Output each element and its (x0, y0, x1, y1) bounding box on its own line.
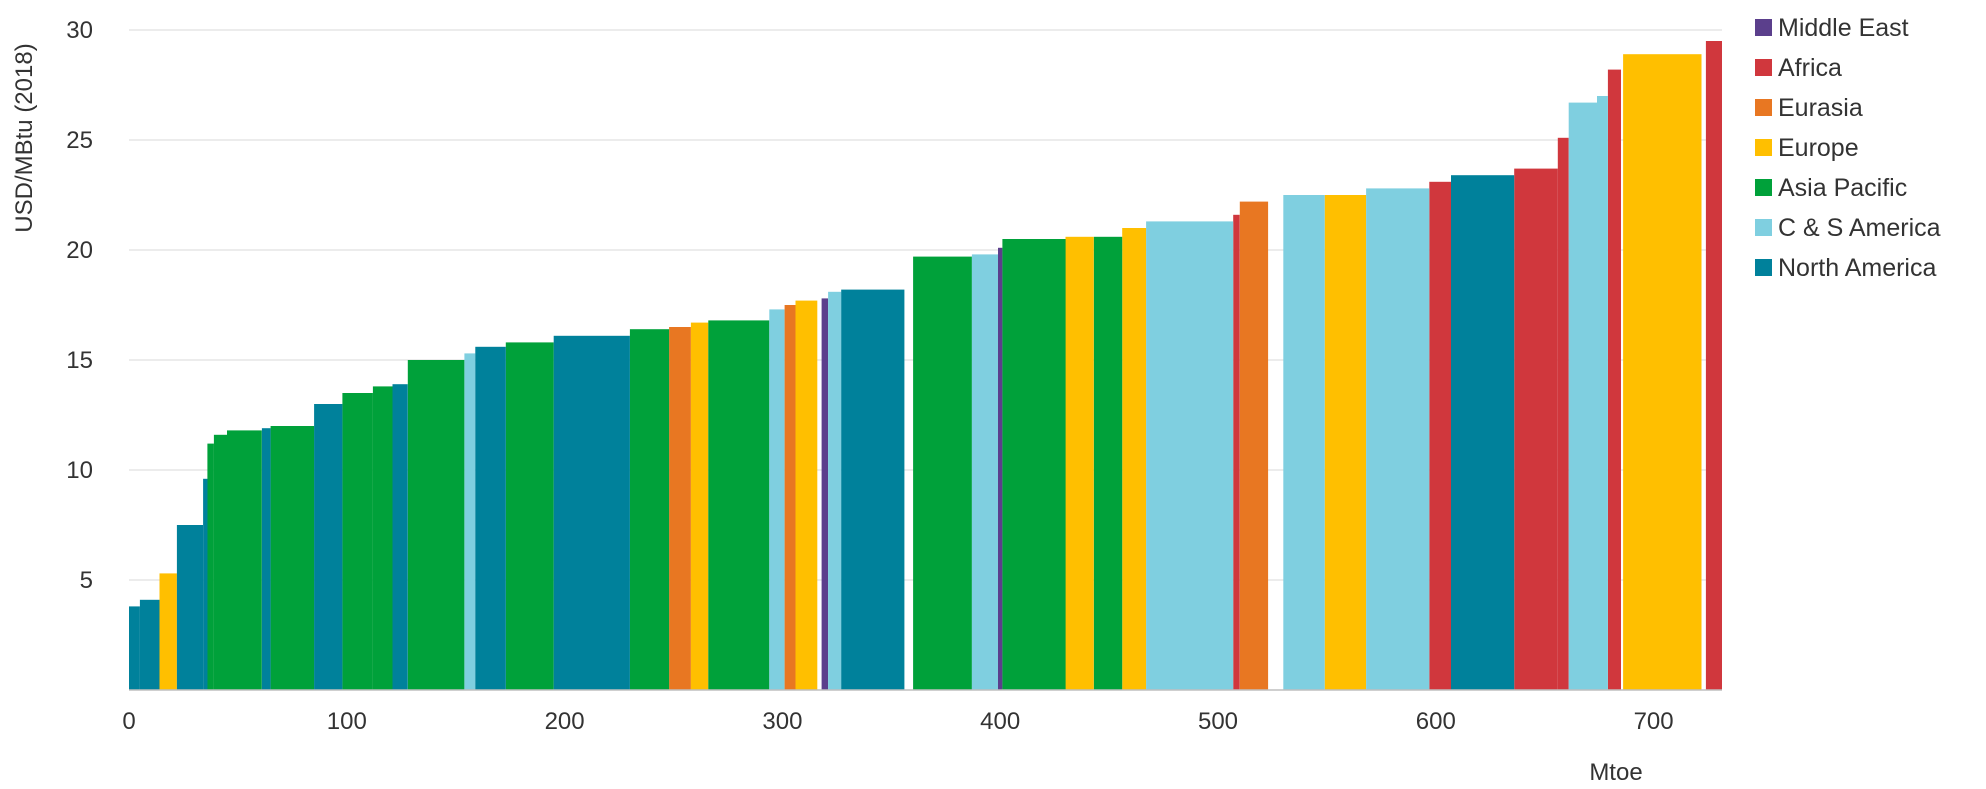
supply-block-asia-pacific (1093, 236, 1123, 691)
supply-block-europe (1122, 228, 1147, 690)
legend-label: Middle East (1778, 14, 1909, 42)
supply-block-north-america (129, 606, 140, 690)
supply-block-north-america (139, 599, 160, 690)
supply-block-africa (1705, 41, 1722, 690)
x-tick-label: 300 (762, 708, 802, 735)
legend-swatch (1755, 19, 1772, 36)
supply-block-c-s-america (828, 291, 842, 690)
x-tick-label: 500 (1198, 708, 1238, 735)
legend-label: North America (1778, 254, 1936, 282)
x-tick-label: 400 (980, 708, 1020, 735)
x-tick-label: 700 (1634, 708, 1674, 735)
x-tick-label: 200 (545, 708, 585, 735)
legend-swatch (1755, 179, 1772, 196)
supply-block-asia-pacific (213, 434, 227, 690)
supply-block-c-s-america (464, 353, 476, 690)
x-tick-label: 0 (122, 708, 135, 735)
supply-block-asia-pacific (270, 426, 315, 690)
legend-swatch (1755, 259, 1772, 276)
supply-block-c-s-america (971, 254, 998, 690)
supply-block-europe (690, 322, 709, 690)
supply-block-c-s-america (1568, 102, 1597, 691)
supply-block-c-s-america (1283, 195, 1325, 690)
supply-block-asia-pacific (207, 443, 214, 690)
x-axis-title: Mtoe (1589, 759, 1642, 786)
legend-label: Eurasia (1778, 94, 1863, 122)
supply-block-middle-east (821, 298, 829, 690)
legend-label: Europe (1778, 134, 1859, 162)
supply-block-asia-pacific (372, 386, 393, 690)
supply-block-africa (1514, 168, 1558, 691)
supply-block-north-america (475, 346, 506, 690)
x-tick-label: 600 (1416, 708, 1456, 735)
legend-swatch (1755, 59, 1772, 76)
legend-swatch (1755, 99, 1772, 116)
y-tick-label: 20 (66, 237, 93, 264)
y-tick-label: 15 (66, 347, 93, 374)
supply-block-asia-pacific (913, 256, 972, 690)
y-axis-title: USD/MBtu (2018) (11, 43, 38, 232)
supply-block-africa (1233, 214, 1240, 691)
legend-label: Asia Pacific (1778, 174, 1907, 202)
x-axis-tick-labels: 0 100 200 300 400 500 600 700 (122, 708, 1673, 735)
supply-block-c-s-america (1146, 221, 1234, 690)
supply-block-north-america (314, 404, 343, 690)
supply-block-north-america (553, 335, 630, 690)
supply-block-asia-pacific (342, 393, 373, 690)
y-tick-label: 10 (66, 457, 93, 484)
supply-block-north-america (392, 384, 408, 690)
y-tick-label: 5 (80, 567, 93, 594)
supply-block-europe (1324, 195, 1367, 690)
x-tick-label: 100 (327, 708, 367, 735)
supply-block-c-s-america (1597, 96, 1608, 690)
supply-block-europe (795, 300, 818, 690)
y-tick-label: 25 (66, 127, 93, 154)
supply-block-asia-pacific (708, 320, 770, 690)
legend: Middle East Africa Eurasia Europe Asia Pacif… (1755, 14, 1941, 282)
supply-block-africa (1429, 181, 1452, 691)
supply-block-africa (1607, 69, 1621, 691)
legend-label: C & S America (1778, 214, 1941, 242)
supply-block-europe (1065, 236, 1094, 691)
legend-swatch (1755, 139, 1772, 156)
supply-block-asia-pacific (505, 342, 554, 690)
supply-block-asia-pacific (1002, 239, 1066, 690)
supply-block-eurasia (669, 327, 691, 690)
supply-block-asia-pacific (407, 360, 465, 690)
supply-block-asia-pacific (629, 329, 670, 690)
supply-block-africa (1557, 137, 1569, 691)
supply-block-north-america (261, 428, 271, 690)
supply-block-asia-pacific (227, 430, 262, 690)
y-axis-tick-labels: 5 10 15 20 25 30 (66, 17, 93, 594)
supply-block-c-s-america (1366, 188, 1430, 690)
supply-block-c-s-america (769, 309, 785, 690)
plot-area (129, 41, 1722, 691)
supply-block-eurasia (784, 305, 796, 690)
supply-block-europe (1623, 54, 1702, 690)
y-tick-label: 30 (66, 17, 93, 44)
supply-block-north-america (841, 289, 905, 690)
legend-label: Africa (1778, 54, 1842, 82)
supply-block-north-america (203, 478, 208, 690)
supply-block-north-america (176, 525, 203, 690)
legend-swatch (1755, 219, 1772, 236)
supply-block-north-america (1451, 175, 1515, 690)
supply-block-eurasia (1239, 201, 1269, 690)
supply-block-europe (159, 573, 177, 690)
supply-block-middle-east (998, 247, 1003, 691)
